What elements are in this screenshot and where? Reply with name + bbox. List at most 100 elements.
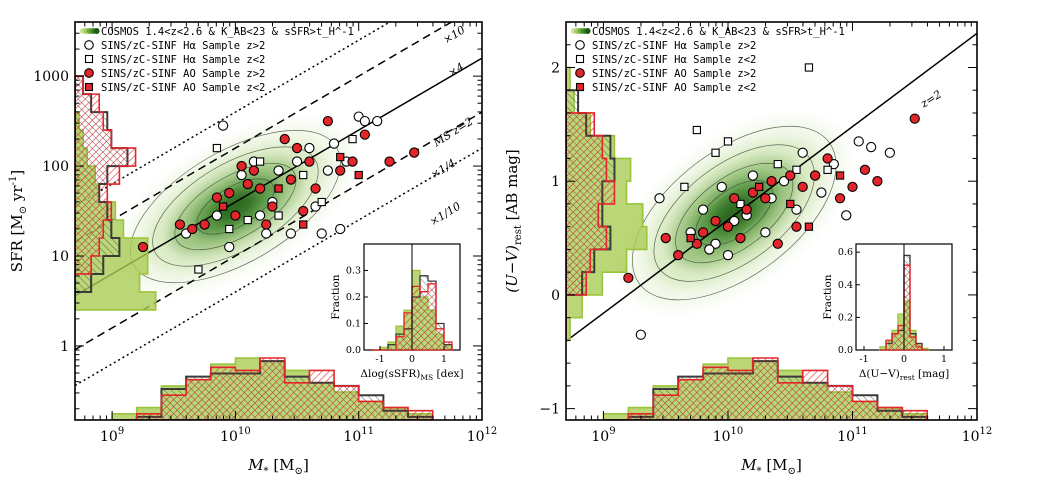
relation-line [75,22,453,243]
ha-z-gt-2-point [304,142,315,154]
ha-z-gt-2-point [322,165,334,176]
ao-z-gt-2-point [211,192,223,203]
ao-z-gt-2-point [347,156,358,167]
relation-line [566,32,977,342]
ao-z-gt-2-point [285,174,297,185]
ao-z-gt-2-point [187,223,198,235]
relation-label: ×1/10 [427,200,463,229]
x-tick-label: 1012 [962,426,993,445]
inset-y-tick-label: 0.2 [838,312,853,323]
density-level [213,190,258,223]
ao-z-gt-2-point [797,181,808,193]
legend-red-circle-marker [575,68,585,78]
legend-cosmos-marker [584,28,591,34]
relation-line [75,147,482,387]
y-tick-label: 100 [42,159,69,175]
legend-label: SINS/zC-SINF AO Sample z>2 [101,68,265,80]
ao-z-gt-2-point [199,219,210,230]
ha-z-gt-2-point [285,228,297,239]
ha-z-gt-2-point [273,165,284,176]
ao-z-gt-2-point [267,201,278,212]
ao-z-gt-2-point [859,164,871,175]
y-histogram-aosample [566,67,616,341]
ao-z-gt-2-point [248,165,260,176]
ha-z-gt-2-point [710,238,721,249]
y-histogram-aosample [75,75,137,310]
ao-z-gt-2-point [809,170,821,181]
inset-x-tick-label: -1 [375,354,384,365]
legend-label: SINS/zC-SINF Hα Sample z>2 [101,40,265,52]
legend-open-circle-marker [84,40,94,50]
density-contour [632,125,837,301]
ao-z-gt-2-point [224,187,235,199]
ao-z-gt-2-point [242,178,253,190]
ao-z-gt-2-point [822,153,833,164]
mass-histogram-aosample [603,357,928,420]
ao-z-gt-2-point [729,193,740,204]
ha-z-gt-2-point [747,170,759,181]
ha-z-gt-2-point [224,241,235,253]
plot-area [566,32,977,420]
ao-z-gt-2-point [722,221,734,232]
legend-open-circle-marker [575,40,585,50]
ha-z-lt-2-point [804,63,814,72]
ao-z-gt-2-point [254,183,266,194]
y-tick-label: −1 [539,402,560,418]
ao-z-gt-2-point [766,176,777,187]
ha-z-gt-2-point [704,244,715,255]
y-axis-label: SFR [M⊙ yr-1] [8,170,29,272]
plot-frame [74,21,483,421]
y-tick-label: 1 [551,174,560,190]
inset-x-tick-label: -1 [859,354,868,365]
legend-label: SINS/zC-SINF Hα Sample z>2 [592,40,756,52]
ao-z-gt-2-point [847,181,858,193]
inset-y-tick-label: 0.0 [346,345,361,356]
ao-z-gt-2-point [174,219,186,230]
ao-z-gt-2-point [660,232,671,244]
density-level [712,194,756,232]
ha-z-gt-2-point [654,193,665,204]
x-tick-label: 1010 [713,426,744,445]
ao-z-lt-2-point [786,199,795,209]
inset-residual-histogram: -1 0 1 0.0 0.2 0.4 0.6 Δ(U−V)rest [mag] Fraction [822,243,953,382]
y-tick-label: 10 [51,249,69,265]
legend-label: SINS/zC-SINF AO Sample z<2 [101,82,265,94]
inset-y-label: Fraction [822,274,834,319]
ao-z-lt-2-point [336,152,345,162]
ao-z-gt-2-point [791,221,802,232]
ha-z-gt-2-point [291,156,303,167]
ha-z-lt-2-point [225,224,234,234]
inset-x-tick-label: 0 [409,354,415,365]
ao-z-lt-2-point [354,170,363,180]
ao-z-gt-2-point [909,113,920,124]
ao-z-gt-2-point [279,133,290,145]
legend-label: SINS/zC-SINF Hα Sample z<2 [592,54,756,66]
ha-z-lt-2-point [692,125,702,135]
legend-open-square-marker [575,54,585,64]
ao-z-gt-2-point [137,241,149,253]
inset-residual-histogram: -1 0 1 0.0 0.1 0.2 0.3 Δlog(sSFR)MS [dex] Fracti… [330,243,464,382]
ao-z-lt-2-point [804,222,814,231]
ao-z-lt-2-point [218,202,228,211]
ha-z-gt-2-point [236,169,247,181]
ha-z-gt-2-point [254,210,266,221]
ha-z-lt-2-point [212,143,222,153]
inset-y-tick-label: 0.0 [838,345,853,356]
y-tick-label: 1000 [33,69,69,85]
ha-z-gt-2-point [211,210,223,221]
ha-z-gt-2-point [316,228,327,239]
x-tick-label: 1011 [837,426,868,445]
relation-label: ×10 [441,23,468,46]
ha-z-gt-2-point [335,223,346,235]
plot-area [75,22,482,420]
ao-z-gt-2-point [230,210,241,221]
ha-z-lt-2-point [274,211,283,220]
legend: COSMOS 1.4<z<2.6 & K_AB<23 & sSFR>t_H^-1… [571,26,845,94]
ha-z-lt-2-point [243,215,252,225]
ao-z-gt-2-point [304,156,315,167]
plot-frame [565,21,978,421]
ha-z-gt-2-point [853,136,864,147]
ao-z-lt-2-point [686,233,695,243]
ha-z-gt-2-point [372,115,383,127]
